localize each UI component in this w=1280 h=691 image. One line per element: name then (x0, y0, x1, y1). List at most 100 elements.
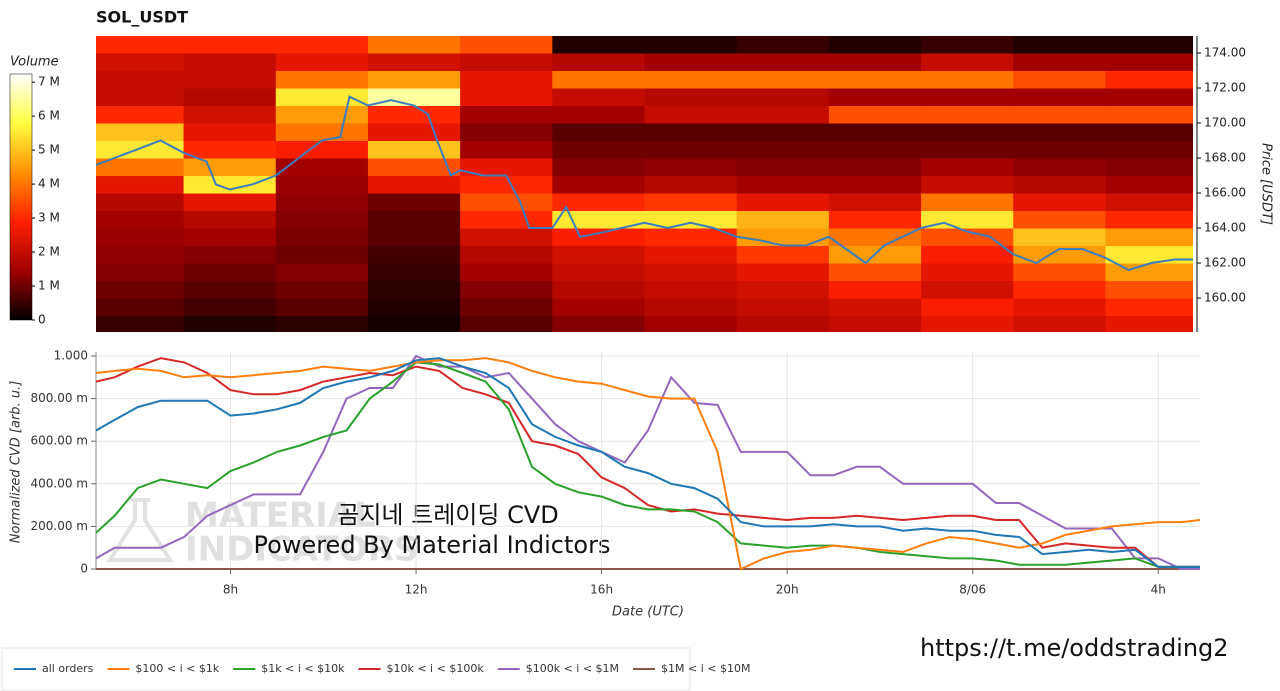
heatmap-cell (736, 245, 830, 264)
heatmap-cell (275, 87, 369, 106)
y2-tick-label: 166.00 (1204, 186, 1246, 200)
heatmap-cell (644, 122, 738, 142)
colorbar-tick-label: 7 M (38, 75, 60, 89)
heatmap-cell (828, 36, 922, 54)
heatmap-cell (736, 140, 830, 159)
heatmap-cell (183, 228, 277, 247)
heatmap-cell (460, 36, 553, 54)
heatmap-cell (183, 245, 277, 264)
colorbar (9, 73, 33, 321)
heatmap-cell (1105, 52, 1193, 71)
heatmap-cell (96, 87, 185, 106)
heatmap-cell (921, 122, 1014, 142)
heatmap-cell (1013, 298, 1106, 317)
heatmap-cell (552, 122, 645, 142)
heatmap-cell (828, 315, 922, 332)
heatmap-cell (367, 228, 461, 247)
y-axis-label: Normalized CVD [arb. u.] (9, 381, 24, 544)
heatmap-cell (275, 263, 369, 282)
heatmap-cell (644, 52, 738, 71)
heatmap (96, 36, 1193, 332)
heatmap-cell (921, 36, 1014, 54)
colorbar-tick-label: 5 M (38, 143, 60, 157)
y2-tick-label: 172.00 (1204, 80, 1246, 94)
heatmap-cell (183, 105, 277, 124)
heatmap-cell (96, 280, 185, 299)
heatmap-cell (1105, 228, 1193, 247)
cvd-line (96, 357, 1200, 571)
legend-box (1, 647, 691, 691)
heatmap-cell (367, 315, 461, 332)
heatmap-cell (552, 228, 645, 247)
heatmap-cell (552, 263, 645, 282)
heatmap-cell (1105, 70, 1193, 89)
heatmap-cell (736, 280, 830, 299)
heatmap-cell (552, 175, 645, 194)
heatmap-cell (275, 122, 369, 142)
heatmap-cell (367, 280, 461, 299)
heatmap-cell (644, 36, 738, 54)
x-tick-label: 8h (223, 583, 238, 597)
heatmap-cell (1013, 210, 1106, 229)
heatmap-cell (367, 245, 461, 264)
heatmap-cell (183, 263, 277, 282)
heatmap-cell (921, 52, 1014, 71)
heatmap-cell (460, 315, 553, 332)
heatmap-cell (460, 105, 553, 124)
x-tick-label: 16h (590, 583, 613, 597)
heatmap-cell (275, 298, 369, 317)
heatmap-cell (1105, 245, 1193, 264)
heatmap-cell (736, 70, 830, 89)
heatmap-cell (828, 158, 922, 177)
colorbar-tick-label: 0 (38, 313, 46, 327)
y-tick-label: 0 (80, 562, 88, 576)
heatmap-cell (367, 122, 461, 142)
heatmap-cell (644, 87, 738, 106)
heatmap-cell (367, 140, 461, 159)
heatmap-cell (275, 52, 369, 71)
x-tick-label: 8/06 (959, 583, 986, 597)
heatmap-cell (96, 210, 185, 229)
heatmap-cell (1013, 87, 1106, 106)
heatmap-cell (1013, 140, 1106, 159)
heatmap-cell (921, 158, 1014, 177)
y-tick-label: 200.00 m (31, 519, 89, 533)
heatmap-cell (552, 36, 645, 54)
heatmap-cell (275, 175, 369, 194)
heatmap-cell (275, 70, 369, 89)
heatmap-cell (275, 280, 369, 299)
watermark: INDICATORS (185, 530, 418, 570)
heatmap-cell (1013, 52, 1106, 71)
heatmap-cell (1105, 298, 1193, 317)
heatmap-cell (644, 315, 738, 332)
heatmap-cell (367, 263, 461, 282)
heatmap-cell (1105, 315, 1193, 332)
chart-title: SOL_USDT (96, 8, 188, 27)
cvd-line (96, 361, 1200, 568)
heatmap-cell (1105, 140, 1193, 159)
heatmap-cell (552, 193, 645, 212)
heatmap-cell (1013, 280, 1106, 299)
legend-label: $100k < i < $1M (526, 662, 619, 675)
heatmap-cell (1105, 105, 1193, 124)
heatmap-cell (96, 175, 185, 194)
colorbar-tick-label: 1 M (38, 279, 60, 293)
heatmap-cell (736, 175, 830, 194)
y2-tick-label: 164.00 (1204, 221, 1246, 235)
watermark: MATERIAL (185, 496, 376, 536)
heatmap-cell (736, 315, 830, 332)
heatmap-cell (828, 280, 922, 299)
heatmap-cell (828, 140, 922, 159)
heatmap-cell (736, 210, 830, 229)
heatmap-cell (275, 315, 369, 332)
heatmap-cell (183, 70, 277, 89)
heatmap-cell (460, 245, 553, 264)
heatmap-cell (1013, 263, 1106, 282)
heatmap-cell (367, 87, 461, 106)
heatmap-cell (183, 193, 277, 212)
annotation: 곰지네 트레이딩 CVD (337, 501, 558, 529)
y2-tick-label: 170.00 (1204, 115, 1246, 129)
heatmap-cell (552, 87, 645, 106)
colorbar-tick-label: 4 M (38, 177, 60, 191)
heatmap-cell (644, 263, 738, 282)
